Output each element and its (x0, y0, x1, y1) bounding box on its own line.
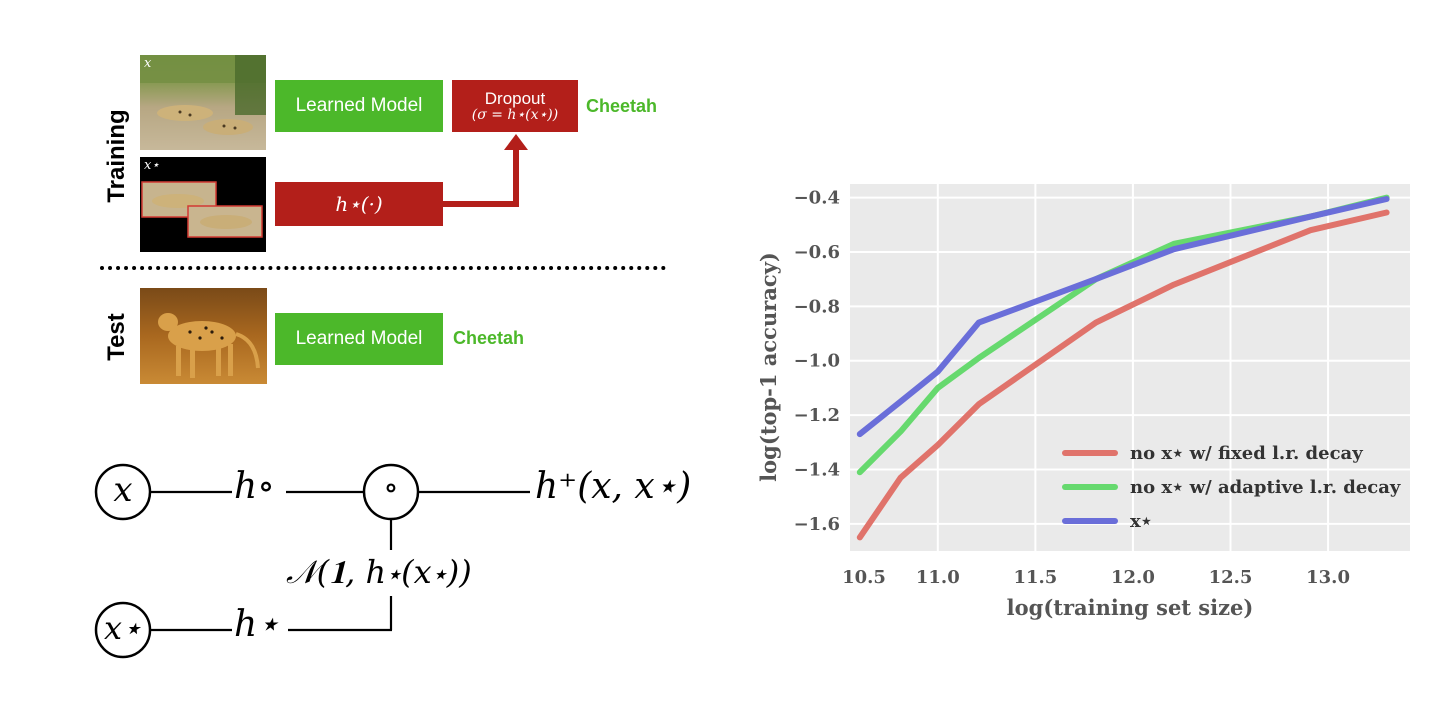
y-tick-label: −1.4 (794, 459, 840, 480)
test-output-label: Cheetah (453, 328, 525, 348)
test-side-label: Test (103, 313, 130, 361)
x-tick-labels: 10.5 11.0 11.5 12.0 12.5 13.0 (842, 567, 1350, 588)
training-learned-model-label: Learned Model (295, 95, 423, 116)
test-learned-model-box: Learned Model (275, 313, 443, 365)
h-plus-label: h⁺(x, x⋆) (535, 466, 692, 507)
test-image (140, 288, 267, 384)
y-tick-label: −0.8 (794, 296, 840, 317)
training-image-x: x (140, 55, 266, 150)
legend-label-2: x⋆ (1130, 511, 1152, 532)
hstar-to-dropout-arrow (443, 134, 528, 207)
y-tick-label: −0.4 (794, 188, 840, 209)
legend-label-0: no x⋆ w/ fixed l.r. decay (1130, 443, 1363, 464)
x-tick-label: 12.5 (1209, 567, 1253, 588)
training-image-xstar: x⋆ (140, 157, 266, 252)
y-axis-label: log(top-1 accuracy) (756, 252, 781, 482)
hstar-box-label: h⋆(·) (335, 192, 383, 216)
dropout-box: Dropout (σ = h⋆(x⋆)) (452, 80, 578, 132)
y-tick-label: −1.2 (794, 405, 840, 426)
series-line-2 (856, 196, 1390, 438)
series-lines (856, 194, 1390, 541)
accuracy-chart: 10.5 11.0 11.5 12.0 12.5 13.0 −0.4 −0.6 −0.8 −1.… (756, 184, 1410, 620)
x-axis-label: log(training set size) (1007, 595, 1254, 620)
dropout-title: Dropout (484, 88, 546, 108)
training-output-label: Cheetah (586, 96, 658, 116)
test-learned-model-label: Learned Model (295, 328, 423, 349)
h-star-label: h⋆ (234, 604, 280, 645)
training-side-label: Training (103, 109, 130, 203)
x-tick-label: 11.5 (1013, 567, 1057, 588)
legend: no x⋆ w/ fixed l.r. decay no x⋆ w/ adapti… (1062, 443, 1401, 532)
computation-graph-lines (94, 463, 530, 659)
y-tick-labels: −0.4 −0.6 −0.8 −1.0 −1.2 −1.4 −1.6 (794, 188, 840, 535)
dropout-formula: (σ = h⋆(x⋆)) (471, 106, 559, 123)
y-tick-label: −1.6 (794, 514, 840, 535)
image-x-label: x (144, 56, 152, 71)
hstar-box: h⋆(·) (275, 182, 443, 226)
y-tick-label: −1.0 (794, 351, 840, 372)
x-tick-label: 13.0 (1306, 567, 1350, 588)
noise-label: 𝒩(𝟏, h⋆(x⋆)) (286, 553, 472, 591)
h-circ-label: h∘ (234, 466, 275, 507)
series-line-0 (856, 209, 1390, 541)
image-xstar-label: x⋆ (144, 158, 160, 173)
node-xstar: x⋆ (103, 609, 143, 647)
y-tick-label: −0.6 (794, 242, 840, 263)
node-x: x (113, 470, 133, 510)
train-test-separator (100, 266, 666, 270)
x-tick-label: 11.0 (916, 567, 960, 588)
training-learned-model-box: Learned Model (275, 80, 443, 132)
legend-label-1: no x⋆ w/ adaptive l.r. decay (1130, 477, 1401, 498)
node-op: ∘ (383, 468, 399, 506)
x-tick-label: 12.0 (1111, 567, 1155, 588)
x-tick-label: 10.5 (842, 567, 886, 588)
